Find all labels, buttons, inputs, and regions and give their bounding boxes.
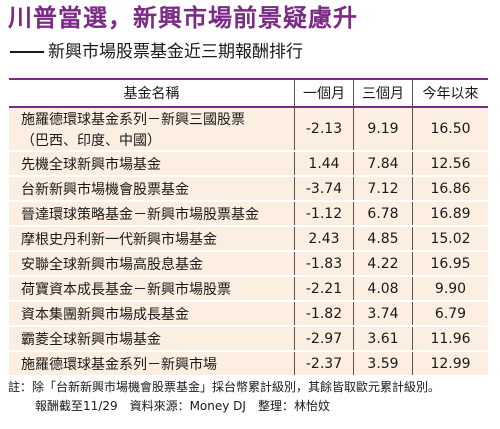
subtitle-dash [10, 51, 44, 53]
table-row: 施羅德環球基金系列－新興三國股票 （巴西、印度、中國） -2.13 9.19 1… [9, 107, 488, 152]
fund-name: 先機全球新興市場基金 [9, 151, 295, 177]
table-row: 荷寶資本成長基金－新興市場股票 -2.21 4.08 9.90 [9, 276, 488, 302]
table-row: 晉達環球策略基金－新興市場股票基金 -1.12 6.78 16.89 [9, 201, 488, 227]
three-month-return: 4.08 [353, 276, 413, 302]
fund-name: 霸菱全球新興市場基金 [9, 326, 295, 352]
one-month-return: -2.37 [294, 351, 354, 377]
fund-name: 荷寶資本成長基金－新興市場股票 [9, 276, 295, 302]
three-month-return: 9.19 [353, 107, 413, 152]
fund-name: 晉達環球策略基金－新興市場股票基金 [9, 201, 295, 227]
one-month-return: -2.97 [294, 326, 354, 352]
header-ytd: 今年以來 [412, 78, 488, 108]
three-month-return: 4.22 [353, 251, 413, 277]
ytd-return: 11.96 [412, 326, 488, 352]
headline: 川普當選，新興市場前景疑慮升 [8, 3, 358, 32]
fund-name: 摩根史丹利新一代新興市場基金 [9, 226, 295, 252]
table-row: 摩根史丹利新一代新興市場基金 2.43 4.85 15.02 [9, 226, 488, 252]
one-month-return: 1.44 [294, 151, 354, 177]
one-month-return: -1.82 [294, 301, 354, 327]
one-month-return: -3.74 [294, 176, 354, 202]
three-month-return: 7.12 [353, 176, 413, 202]
subtitle: 新興市場股票基金近三期報酬排行 [48, 42, 303, 62]
one-month-return: -2.21 [294, 276, 354, 302]
three-month-return: 3.59 [353, 351, 413, 377]
fund-name: 施羅德環球基金系列－新興市場 [9, 351, 295, 377]
one-month-return: -2.13 [294, 107, 354, 152]
table-row: 霸菱全球新興市場基金 -2.97 3.61 11.96 [9, 326, 488, 352]
header-fund-name: 基金名稱 [9, 78, 295, 108]
header-three-months: 三個月 [353, 78, 413, 108]
table-row: 施羅德環球基金系列－新興市場 -2.37 3.59 12.99 [9, 351, 488, 377]
fund-table-wrapper: 基金名稱 一個月 三個月 今年以來 施羅德環球基金系列－新興三國股票 （巴西、印… [9, 78, 488, 377]
table-body: 施羅德環球基金系列－新興三國股票 （巴西、印度、中國） -2.13 9.19 1… [9, 107, 488, 377]
table-row: 資本集團新興市場成長基金 -1.82 3.74 6.79 [9, 301, 488, 327]
three-month-return: 6.78 [353, 201, 413, 227]
ytd-return: 9.90 [412, 276, 488, 302]
table-row: 台新新興市場機會股票基金 -3.74 7.12 16.86 [9, 176, 488, 202]
ytd-return: 16.95 [412, 251, 488, 277]
one-month-return: 2.43 [294, 226, 354, 252]
fund-name: 安聯全球新興市場高股息基金 [9, 251, 295, 277]
one-month-return: -1.83 [294, 251, 354, 277]
fund-name: 台新新興市場機會股票基金 [9, 176, 295, 202]
ytd-return: 6.79 [412, 301, 488, 327]
table-header-row: 基金名稱 一個月 三個月 今年以來 [9, 78, 488, 108]
fund-name-cell: 施羅德環球基金系列－新興三國股票 （巴西、印度、中國） [9, 107, 295, 152]
three-month-return: 4.85 [353, 226, 413, 252]
footnote: 註：除「台新新興市場機會股票基金」採台幣累計級別，其餘皆取歐元累計級別。 [8, 380, 441, 394]
subtitle-row: 新興市場股票基金近三期報酬排行 [10, 40, 303, 64]
ytd-return: 16.50 [412, 107, 488, 152]
three-month-return: 3.74 [353, 301, 413, 327]
source-line: 報酬截至11/29 資料來源：Money DJ 整理：林怡妏 [35, 399, 330, 413]
one-month-return: -1.12 [294, 201, 354, 227]
table-row: 安聯全球新興市場高股息基金 -1.83 4.22 16.95 [9, 251, 488, 277]
table-row: 先機全球新興市場基金 1.44 7.84 12.56 [9, 151, 488, 177]
ytd-return: 16.86 [412, 176, 488, 202]
ytd-return: 15.02 [412, 226, 488, 252]
fund-name: 資本集團新興市場成長基金 [9, 301, 295, 327]
ytd-return: 12.56 [412, 151, 488, 177]
ytd-return: 12.99 [412, 351, 488, 377]
header-one-month: 一個月 [294, 78, 354, 108]
three-month-return: 3.61 [353, 326, 413, 352]
three-month-return: 7.84 [353, 151, 413, 177]
fund-name-line2: （巴西、印度、中國） [21, 132, 161, 149]
fund-table: 基金名稱 一個月 三個月 今年以來 施羅德環球基金系列－新興三國股票 （巴西、印… [9, 78, 488, 377]
fund-name: 施羅德環球基金系列－新興三國股票 [21, 111, 245, 128]
ytd-return: 16.89 [412, 201, 488, 227]
